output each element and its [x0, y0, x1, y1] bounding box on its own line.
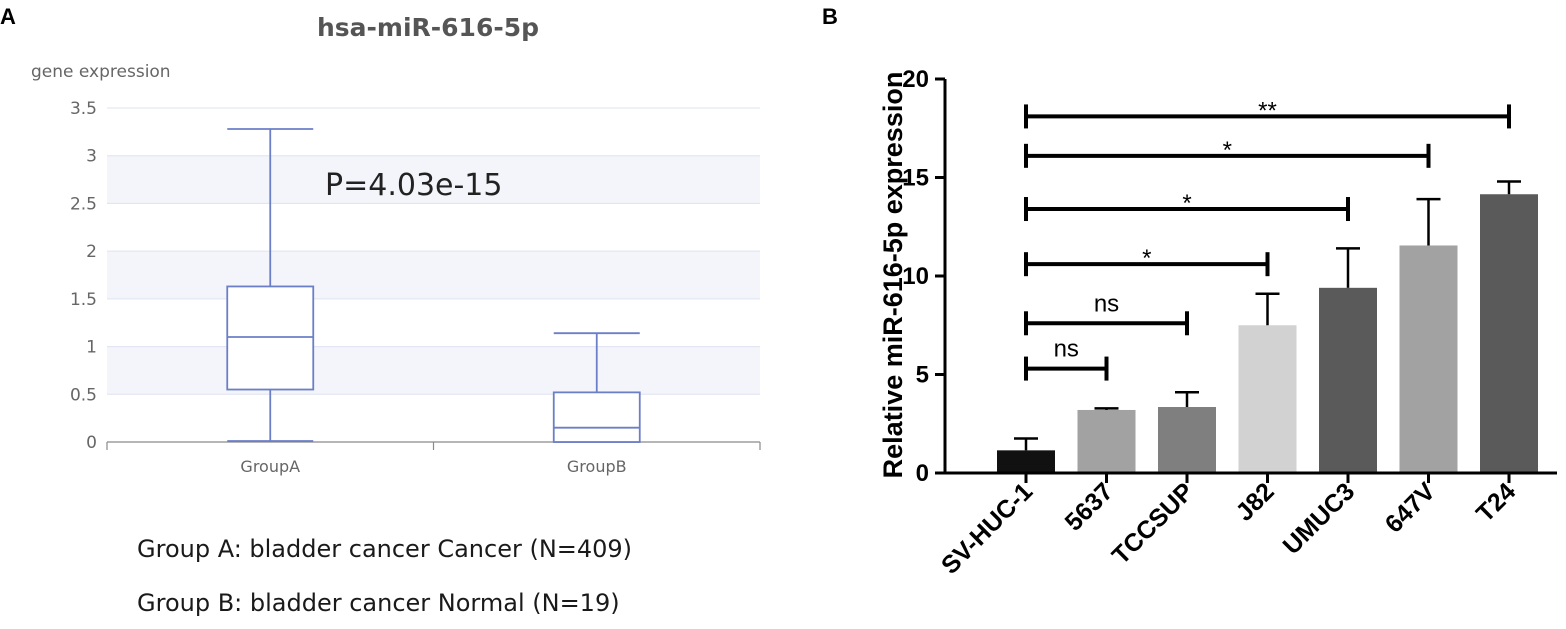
panel-b-error-bar: [1094, 407, 1119, 410]
panel-b-bars: [997, 194, 1538, 473]
panel-b-category-label: UMUC3: [1278, 477, 1361, 560]
panel-b-category-label: T24: [1471, 477, 1521, 527]
panel-b-y-tick-label: 15: [902, 165, 929, 192]
panel-a-x-axis: [106, 441, 761, 450]
panel-b-y-tick-label: 20: [902, 66, 929, 93]
panel-a-band: [107, 251, 760, 299]
panel-a-y-tick-label: 2.5: [70, 194, 97, 214]
panel-b-bar-tccsup: [1158, 407, 1216, 473]
panel-b-bar-t24: [1480, 194, 1538, 473]
panel-a-y-tick-label: 0: [86, 433, 97, 453]
panel-b-error-bar: [1255, 292, 1280, 326]
panel-b-comparison-t24: **: [1024, 97, 1511, 129]
panel-b-category-label: SV-HUC-1: [936, 477, 1038, 579]
panel-a-y-axis-title: gene expression: [31, 62, 171, 82]
panel-a-p-value: P=4.03e-15: [325, 168, 502, 203]
panel-a-y-ticks: 0 0.5 1 1.5 2 2.5 3 3.5: [70, 99, 97, 453]
panel-a-box-groupb: [552, 332, 641, 443]
panel-b-bar-5637: [1077, 409, 1136, 473]
panel-a-y-tick-label: 1: [86, 338, 97, 358]
panel-b-significance-label: *: [1142, 245, 1151, 272]
panel-b-comparison-umuc3: *: [1024, 190, 1350, 222]
panel-b-significance-label: ns: [1094, 290, 1119, 317]
panel-b-significance-label: ns: [1054, 336, 1079, 363]
panel-a-legend-group-a: Group A: bladder cancer Cancer (N=409): [137, 535, 632, 563]
panel-a-boxes: [226, 128, 641, 443]
panel-b-bar-umuc3: [1319, 287, 1377, 473]
panel-b-comparison-tccsup: ns: [1024, 290, 1189, 336]
panel-a-title: hsa-miR-616-5p: [317, 13, 539, 42]
panel-a-y-tick-label: 3: [86, 147, 97, 167]
panel-b-category-label: J82: [1230, 477, 1279, 526]
panel-a-background-bands: [107, 155, 760, 395]
panel-b-error-bar: [1175, 390, 1199, 408]
panel-b-bar-sv-huc-1: [997, 450, 1055, 473]
panel-b-axes: [943, 79, 1557, 483]
panel-a-iqr-box: [226, 285, 315, 391]
panel-b-error-bar: [1014, 437, 1038, 451]
panel-a-y-tick-label: 2: [86, 242, 97, 262]
panel-b-y-tick-label: 10: [902, 263, 929, 290]
panel-b-significance-label: *: [1182, 190, 1191, 217]
panel-a-box-groupa: [226, 128, 315, 442]
panel-b-bar-j82: [1238, 325, 1297, 473]
panel-b-significance-label: *: [1223, 137, 1232, 164]
panel-a-iqr-box: [552, 391, 641, 443]
panel-b-category-label: 5637: [1060, 477, 1119, 536]
panel-a-y-tick-label: 1.5: [70, 290, 97, 310]
panel-a-category-labels: GroupA GroupB: [240, 457, 626, 476]
panel-b-comparison-5637: ns: [1024, 336, 1109, 381]
panel-a-letter: A: [0, 4, 16, 29]
panel-b-bar-647v: [1399, 245, 1458, 473]
panel-b-significance-label: **: [1258, 97, 1277, 124]
panel-a-band: [107, 346, 760, 395]
panel-a-y-tick-label: 0.5: [70, 385, 97, 405]
panel-b-comparison-647v: *: [1024, 137, 1431, 168]
panel-b-error-bar: [1416, 197, 1441, 246]
panel-a-y-tick-label: 3.5: [70, 99, 97, 119]
panel-b-category-label: 647V: [1380, 477, 1441, 538]
panel-a-legend-group-b: Group B: bladder cancer Normal (N=19): [137, 589, 620, 617]
panel-a-gridlines: [107, 107, 760, 395]
panel-b-comparison-j82: *: [1024, 245, 1270, 277]
panel-b-letter: B: [822, 4, 838, 29]
panel-b-error-bar: [1336, 247, 1360, 288]
panel-b-category-label: TCCSUP: [1107, 477, 1199, 569]
panel-a-band: [107, 155, 760, 204]
panel-b-error-bars: [1014, 180, 1521, 451]
panel-b-y-tick-label: 5: [916, 362, 929, 389]
panel-a-category-label: GroupA: [240, 457, 300, 476]
panel-b-y-axis-title: Relative miR-616-5p expression: [878, 72, 908, 479]
panel-b-y-ticks: 0 5 10 15 20: [902, 66, 945, 487]
panel-b-y-tick-label: 0: [916, 460, 929, 487]
panel-b-error-bar: [1497, 180, 1521, 195]
panel-a-category-label: GroupB: [567, 457, 627, 476]
